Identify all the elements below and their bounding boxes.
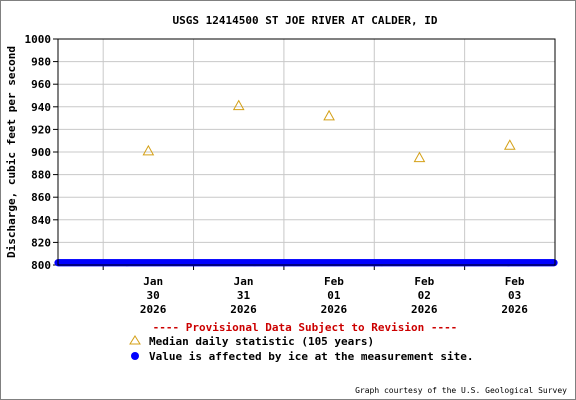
legend-median-label: Median daily statistic (105 years)	[149, 335, 374, 348]
x-tick-label: 2026	[411, 303, 438, 316]
y-tick-label: 980	[31, 56, 51, 69]
x-tick-label: 2026	[140, 303, 167, 316]
median-data-point	[413, 151, 426, 163]
legend-ice-label: Value is affected by ice at the measurem…	[149, 350, 474, 363]
median-data-point	[142, 144, 155, 156]
median-data-point	[323, 109, 335, 121]
provisional-notice: ---- Provisional Data Subject to Revisio…	[153, 321, 458, 334]
x-tick-label: Feb	[414, 275, 434, 288]
x-tick-label: Feb	[505, 275, 525, 288]
y-tick-label: 920	[31, 123, 51, 136]
y-tick-label: 860	[31, 191, 51, 204]
y-tick-label: 880	[31, 169, 51, 182]
x-tick-label: 31	[237, 289, 251, 302]
legend-triangle-icon	[129, 335, 141, 345]
x-tick-label: 2026	[230, 303, 257, 316]
x-tick-label: 2026	[321, 303, 348, 316]
legend-dot-icon	[131, 352, 139, 360]
x-tick-label: Jan	[234, 275, 254, 288]
x-tick-label: 30	[147, 289, 160, 302]
y-ticks: 800 820 840 860 880 900 920 940 960 980 1000	[25, 33, 58, 272]
y-tick-label: 900	[31, 146, 51, 159]
legend: ---- Provisional Data Subject to Revisio…	[129, 321, 474, 363]
x-tick-label: 02	[418, 289, 431, 302]
grid	[58, 38, 555, 266]
x-tick-label: Feb	[324, 275, 344, 288]
series-median	[142, 99, 516, 163]
y-tick-label: 820	[31, 236, 51, 249]
y-tick-label: 940	[31, 101, 51, 114]
x-ticks: Jan302026Jan312026Feb012026Feb022026Feb0…	[102, 265, 528, 316]
y-axis-label: Discharge, cubic feet per second	[5, 46, 18, 258]
credit-text: Graph courtesy of the U.S. Geological Su…	[355, 386, 567, 395]
y-tick-label: 840	[31, 214, 51, 227]
plot-border	[57, 38, 556, 266]
x-tick-label: 2026	[501, 303, 528, 316]
y-tick-label: 800	[31, 259, 51, 272]
chart-title: USGS 12414500 ST JOE RIVER AT CALDER, ID	[173, 14, 438, 27]
y-tick-label: 1000	[25, 33, 52, 46]
x-tick-label: Jan	[143, 275, 163, 288]
x-tick-label: 03	[508, 289, 521, 302]
median-data-point	[503, 139, 516, 150]
median-data-point	[232, 99, 245, 111]
y-tick-label: 960	[31, 78, 51, 91]
x-tick-label: 01	[327, 289, 341, 302]
